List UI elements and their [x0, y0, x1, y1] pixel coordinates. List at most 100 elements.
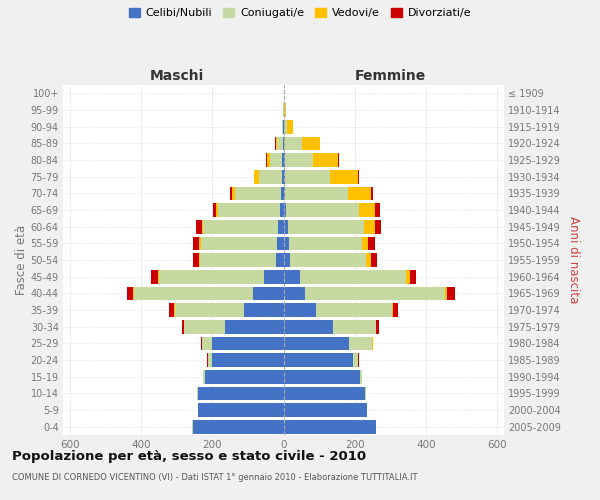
Bar — [208, 353, 212, 367]
Bar — [280, 203, 284, 217]
Bar — [347, 186, 371, 200]
Bar — [284, 236, 289, 250]
Bar — [196, 220, 202, 234]
Bar — [244, 303, 284, 317]
Bar — [197, 386, 198, 400]
Bar — [235, 186, 281, 200]
Bar — [284, 303, 316, 317]
Bar — [193, 253, 199, 267]
Bar — [284, 286, 305, 300]
Bar — [392, 303, 393, 317]
Bar — [353, 353, 358, 367]
Bar — [284, 153, 313, 167]
Bar — [447, 286, 455, 300]
Bar — [358, 170, 359, 183]
Bar — [213, 203, 215, 217]
Bar — [288, 220, 364, 234]
Bar — [338, 153, 339, 167]
Bar — [284, 386, 365, 400]
Bar — [445, 286, 447, 300]
Bar — [284, 353, 353, 367]
Bar — [349, 336, 373, 350]
Text: Popolazione per età, sesso e stato civile - 2010: Popolazione per età, sesso e stato civil… — [12, 450, 366, 463]
Bar — [158, 270, 159, 283]
Bar — [281, 186, 284, 200]
Bar — [212, 336, 284, 350]
Bar — [199, 236, 200, 250]
Bar — [230, 186, 232, 200]
Bar — [290, 253, 367, 267]
Bar — [305, 286, 445, 300]
Bar — [203, 220, 278, 234]
Bar — [134, 286, 253, 300]
Bar — [359, 203, 375, 217]
Bar — [285, 186, 347, 200]
Bar — [266, 153, 267, 167]
Bar — [284, 370, 360, 384]
Bar — [284, 270, 299, 283]
Bar — [406, 270, 410, 283]
Bar — [182, 320, 184, 334]
Bar — [277, 253, 284, 267]
Bar — [333, 320, 376, 334]
Bar — [202, 336, 212, 350]
Bar — [330, 170, 358, 183]
Bar — [277, 136, 283, 150]
Bar — [198, 403, 284, 417]
Bar — [284, 120, 287, 134]
Bar — [285, 170, 330, 183]
Bar — [267, 153, 270, 167]
Bar — [259, 170, 282, 183]
Bar — [284, 136, 302, 150]
Bar — [284, 320, 333, 334]
Bar — [371, 253, 377, 267]
Bar — [284, 420, 376, 434]
Bar — [282, 170, 284, 183]
Bar — [284, 403, 367, 417]
Bar — [284, 253, 290, 267]
Bar — [202, 220, 203, 234]
Bar — [151, 270, 158, 283]
Bar — [212, 353, 284, 367]
Bar — [289, 236, 362, 250]
Bar — [193, 236, 199, 250]
Legend: Celibi/Nubili, Coniugati/e, Vedovi/e, Divorziati/e: Celibi/Nubili, Coniugati/e, Vedovi/e, Di… — [127, 6, 473, 20]
Bar — [215, 203, 218, 217]
Bar — [277, 236, 284, 250]
Bar — [410, 270, 416, 283]
Bar — [284, 103, 286, 117]
Bar — [367, 253, 371, 267]
Bar — [200, 253, 277, 267]
Bar — [375, 203, 380, 217]
Text: COMUNE DI CORNEDO VICENTINO (VI) - Dati ISTAT 1° gennaio 2010 - Elaborazione TUT: COMUNE DI CORNEDO VICENTINO (VI) - Dati … — [12, 472, 418, 482]
Bar — [203, 370, 205, 384]
Bar — [253, 286, 284, 300]
Bar — [205, 370, 284, 384]
Y-axis label: Fasce di età: Fasce di età — [14, 225, 28, 295]
Bar — [127, 286, 133, 300]
Bar — [284, 170, 285, 183]
Bar — [284, 336, 349, 350]
Bar — [286, 203, 359, 217]
Bar — [270, 153, 283, 167]
Bar — [375, 220, 382, 234]
Bar — [364, 220, 375, 234]
Text: Maschi: Maschi — [149, 68, 204, 82]
Bar — [275, 136, 277, 150]
Bar — [193, 420, 284, 434]
Bar — [284, 186, 285, 200]
Bar — [313, 153, 338, 167]
Bar — [284, 203, 286, 217]
Bar — [169, 303, 175, 317]
Bar — [283, 136, 284, 150]
Bar — [199, 253, 200, 267]
Bar — [362, 236, 368, 250]
Bar — [299, 270, 406, 283]
Bar — [393, 303, 398, 317]
Bar — [184, 320, 225, 334]
Bar — [254, 170, 259, 183]
Y-axis label: Anni di nascita: Anni di nascita — [568, 216, 580, 304]
Bar — [365, 386, 366, 400]
Bar — [282, 120, 283, 134]
Text: Femmine: Femmine — [355, 68, 426, 82]
